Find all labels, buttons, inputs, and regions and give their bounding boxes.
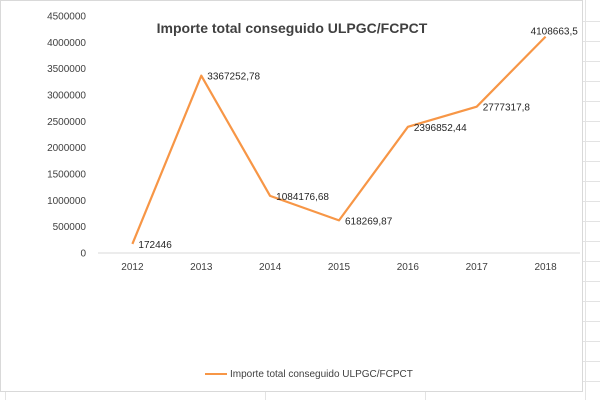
x-tick-label: 2015 [328,262,351,273]
y-tick-label: 2000000 [47,143,86,154]
y-tick-label: 1000000 [47,196,86,207]
y-tick-label: 1500000 [47,170,86,181]
y-tick-label: 500000 [53,222,87,233]
series-line [131,35,547,245]
data-label: 4108663,5 [531,27,579,38]
data-label: 2777317,8 [483,103,531,114]
data-label: 618269,87 [345,216,393,227]
plot-area [131,35,547,245]
y-axis: 0 500000 1000000 1500000 2000000 2500000 30000… [47,12,86,260]
y-tick-label: 3000000 [47,91,86,102]
x-tick-label: 2013 [190,262,213,273]
x-tick-label: 2016 [397,262,420,273]
legend: Importe total conseguido ULPGC/FCPCT [205,369,413,380]
y-tick-label: 4500000 [47,12,86,23]
y-tick-label: 0 [80,249,86,260]
x-tick-label: 2012 [121,262,144,273]
data-label: 172446 [138,240,172,251]
x-axis: 2012 2013 2014 2015 2016 2017 2018 [98,252,580,273]
data-label: 2396852,44 [414,123,467,134]
chart-frame [0,0,583,392]
data-label: 1084176,68 [276,192,329,203]
x-tick-label: 2018 [534,262,557,273]
x-tick-label: 2014 [259,262,282,273]
data-labels: 172446 3367252,78 1084176,68 618269,87 23968… [138,27,578,251]
legend-label: Importe total conseguido ULPGC/FCPCT [230,369,413,380]
y-tick-label: 4000000 [47,38,86,49]
y-tick-label: 3500000 [47,64,86,75]
y-tick-label: 2500000 [47,117,86,128]
chart-title: Importe total conseguido ULPGC/FCPCT [157,20,428,36]
x-tick-label: 2017 [466,262,489,273]
data-label: 3367252,78 [207,72,260,83]
